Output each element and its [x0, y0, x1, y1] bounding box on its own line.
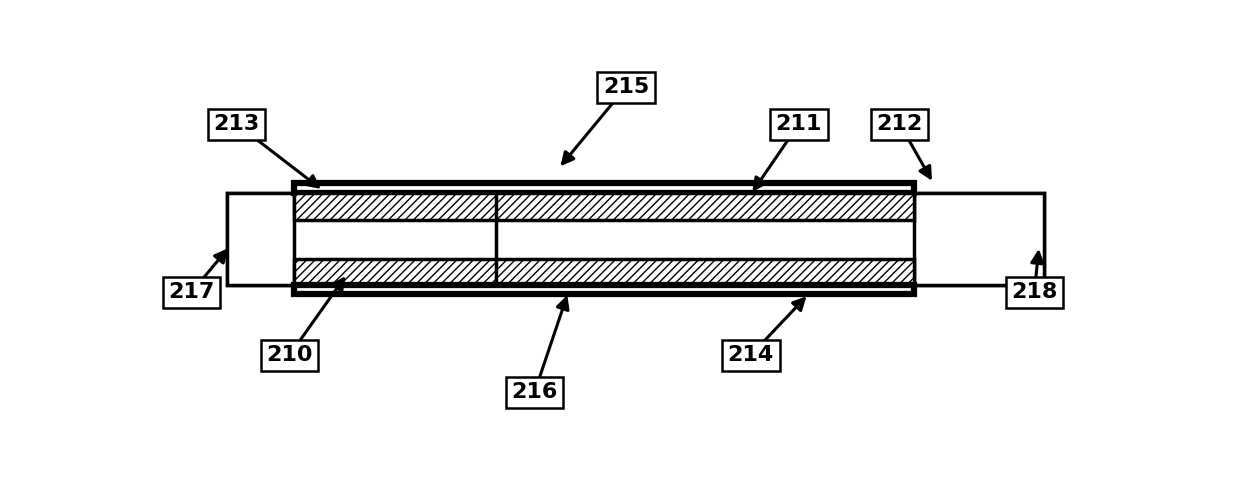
Bar	[294, 259, 914, 285]
Bar	[294, 183, 914, 192]
Bar	[227, 192, 1044, 285]
Text: 210: 210	[267, 345, 312, 365]
Text: 211: 211	[776, 114, 822, 134]
Bar	[294, 285, 914, 294]
Text: 215: 215	[603, 77, 649, 97]
Bar	[294, 192, 914, 220]
Text: 214: 214	[728, 345, 774, 365]
Text: 216: 216	[511, 382, 558, 402]
Text: 217: 217	[169, 282, 215, 302]
Text: 212: 212	[877, 114, 923, 134]
Bar	[227, 192, 294, 285]
Bar	[914, 192, 1044, 285]
Text: 218: 218	[1011, 282, 1058, 302]
Text: 213: 213	[213, 114, 260, 134]
